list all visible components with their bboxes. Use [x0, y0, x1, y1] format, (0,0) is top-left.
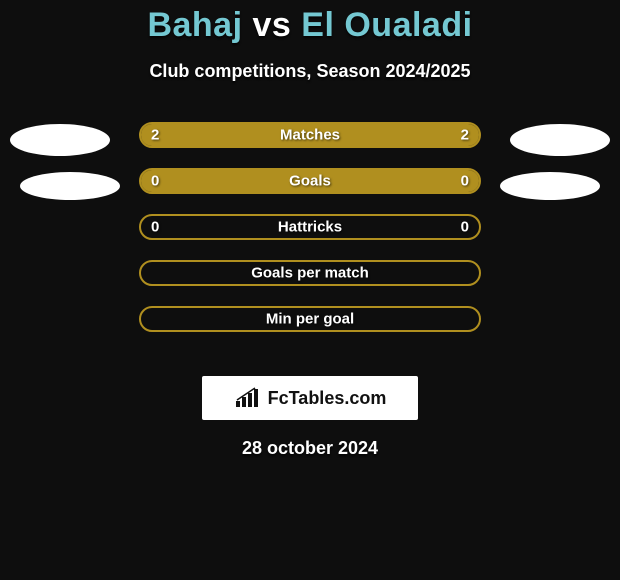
stat-value-right: 2 — [461, 127, 469, 144]
stat-label: Matches — [280, 127, 340, 144]
avatar-placeholder-right-2 — [500, 172, 600, 200]
brand-icon — [234, 387, 262, 409]
stat-label: Goals per match — [251, 265, 369, 282]
stat-label: Hattricks — [278, 219, 342, 236]
player2-name: El Oualadi — [301, 6, 472, 44]
stat-value-left: 2 — [151, 127, 159, 144]
vs-label: vs — [253, 6, 292, 44]
chart-stage: 2 2 Matches 0 0 Goals 0 0 Hattricks Goals per mat… — [0, 122, 620, 372]
brand-text: FcTables.com — [268, 388, 387, 409]
page-title: Bahaj vs El Oualadi — [0, 6, 620, 45]
stat-value-right: 0 — [461, 173, 469, 190]
stat-label: Goals — [289, 173, 331, 190]
avatar-placeholder-left-2 — [20, 172, 120, 200]
stat-bar: Min per goal — [139, 306, 481, 332]
date-label: 28 october 2024 — [0, 438, 620, 459]
comparison-bars: 2 2 Matches 0 0 Goals 0 0 Hattricks Goals per mat… — [139, 122, 481, 332]
content: Bahaj vs El Oualadi Club competitions, S… — [0, 0, 620, 459]
stat-value-right: 0 — [461, 219, 469, 236]
stat-value-left: 0 — [151, 173, 159, 190]
avatar-placeholder-right-1 — [510, 124, 610, 156]
stat-bar: 0 0 Goals — [139, 168, 481, 194]
stat-value-left: 0 — [151, 219, 159, 236]
stat-bar-fill-left — [141, 170, 310, 192]
stat-bar: 0 0 Hattricks — [139, 214, 481, 240]
brand-badge: FcTables.com — [202, 376, 418, 420]
stat-bar: 2 2 Matches — [139, 122, 481, 148]
avatar-placeholder-left-1 — [10, 124, 110, 156]
player1-name: Bahaj — [147, 6, 242, 44]
stat-bar: Goals per match — [139, 260, 481, 286]
stat-label: Min per goal — [266, 311, 354, 328]
stat-bar-fill-right — [310, 170, 479, 192]
subtitle: Club competitions, Season 2024/2025 — [0, 61, 620, 82]
